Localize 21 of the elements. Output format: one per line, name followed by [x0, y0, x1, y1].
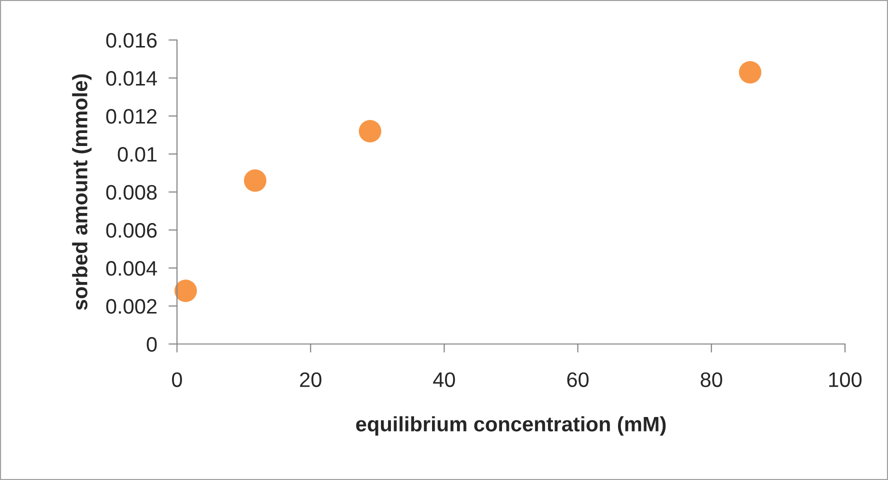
y-tick-label: 0.002: [106, 299, 157, 314]
x-tick-label: 80: [700, 372, 722, 388]
y-tick-label: 0.016: [106, 33, 157, 48]
point: [244, 169, 266, 192]
y-tick-label: 0.008: [106, 185, 157, 200]
y-tick-label: 0.006: [106, 223, 157, 238]
point: [358, 120, 382, 142]
y-tick-label: 0.004: [106, 261, 157, 276]
x-tick-label: 60: [567, 372, 589, 388]
x-tick-label: 100: [829, 372, 862, 388]
point: [174, 280, 197, 302]
point: [738, 61, 762, 84]
x-tick-label: 20: [300, 372, 322, 388]
y-axis-title: sorbed amount (mmole): [72, 74, 92, 310]
y-tick-label: 0.014: [106, 71, 157, 86]
x-tick-label: 0: [172, 372, 182, 388]
x-tick-label: 40: [433, 372, 455, 388]
y-tick-label: 0.012: [106, 109, 157, 124]
y-tick-label: 0: [146, 337, 157, 352]
x-axis-title: equilibrium concentration (mM): [356, 416, 666, 436]
y-tick-label: 0.01: [118, 147, 157, 162]
